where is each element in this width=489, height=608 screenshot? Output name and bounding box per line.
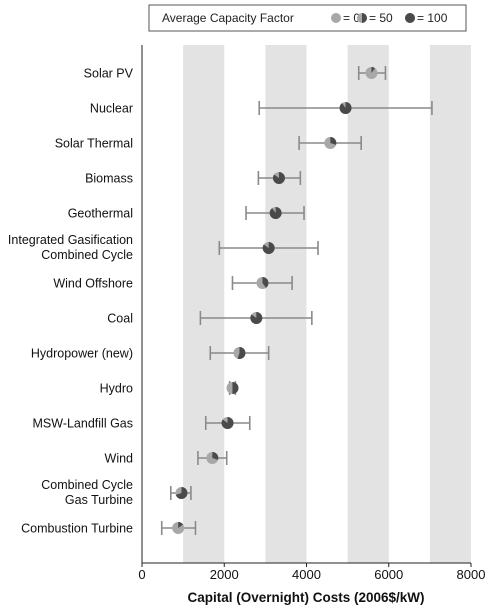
marker-fill xyxy=(330,137,337,145)
data-point xyxy=(226,382,239,394)
data-point xyxy=(262,242,275,254)
marker-fill xyxy=(262,277,269,288)
marker-fill xyxy=(237,346,246,360)
legend-marker xyxy=(405,13,415,23)
x-axis-ticks: 0 2000 4000 6000 8000 xyxy=(138,563,485,582)
category-label: Hydro xyxy=(100,382,133,396)
data-point xyxy=(206,452,219,464)
grid-bands xyxy=(183,45,471,563)
category-label: Combined Cycle Gas Turbine xyxy=(41,478,133,507)
x-axis-title: Capital (Overnight) Costs (2006$/kW) xyxy=(187,590,424,605)
legend-marker xyxy=(357,13,367,23)
legend-entry-label: = 100 xyxy=(417,11,448,25)
grid-band xyxy=(429,45,471,563)
category-label-line: Gas Turbine xyxy=(65,493,133,507)
category-label-line: Integrated Gasification xyxy=(8,233,133,247)
legend-title: Average Capacity Factor xyxy=(162,11,294,25)
data-point xyxy=(269,207,282,219)
category-labels: Solar PV Nuclear Solar Thermal Biomass Geoth… xyxy=(8,67,134,536)
data-point xyxy=(272,172,285,184)
category-label: Hydropower (new) xyxy=(31,347,133,361)
data-point xyxy=(256,277,269,289)
category-label: Integrated Gasification Combined Cycle xyxy=(8,233,133,262)
category-label-line: Combined Cycle xyxy=(41,478,133,492)
data-point xyxy=(324,137,337,149)
marker-fill xyxy=(405,13,415,23)
data-point xyxy=(233,346,246,360)
marker-fill xyxy=(262,242,275,254)
x-tick-label: 8000 xyxy=(457,567,486,582)
category-label: Combustion Turbine xyxy=(21,522,133,536)
data-points xyxy=(172,67,378,534)
category-label: Wind xyxy=(105,452,134,466)
data-point xyxy=(221,417,234,429)
data-point xyxy=(250,312,263,324)
marker-fill xyxy=(362,13,367,23)
marker-fill xyxy=(175,487,188,500)
category-label: MSW-Landfill Gas xyxy=(33,417,134,431)
category-label: Coal xyxy=(107,312,133,326)
category-label-line: Combined Cycle xyxy=(41,248,133,262)
x-tick-label: 2000 xyxy=(210,567,239,582)
grid-band xyxy=(265,45,307,563)
marker-fill xyxy=(269,207,282,219)
category-label: Biomass xyxy=(85,172,133,186)
data-point xyxy=(172,522,185,534)
marker-fill xyxy=(250,312,263,324)
marker-base xyxy=(331,13,341,23)
legend-entry-label: = 50 xyxy=(369,11,393,25)
category-label: Solar Thermal xyxy=(55,137,133,151)
category-label: Geothermal xyxy=(68,207,133,221)
legend-entry-label: = 0 xyxy=(343,11,360,25)
marker-fill xyxy=(232,382,239,394)
marker-fill xyxy=(221,417,234,429)
marker-fill xyxy=(178,522,184,528)
category-label: Wind Offshore xyxy=(53,277,133,291)
x-tick-label: 0 xyxy=(138,567,145,582)
data-point xyxy=(339,102,352,115)
grid-band xyxy=(183,45,225,563)
legend-marker xyxy=(331,13,341,23)
marker-fill xyxy=(339,102,352,115)
grid-band xyxy=(347,45,389,563)
data-point xyxy=(365,67,378,79)
marker-fill xyxy=(371,67,376,73)
data-point xyxy=(175,487,188,500)
x-tick-label: 6000 xyxy=(374,567,403,582)
category-label: Nuclear xyxy=(90,102,133,116)
marker-fill xyxy=(272,172,285,184)
marker-fill xyxy=(212,452,219,460)
x-tick-label: 4000 xyxy=(292,567,321,582)
legend: Average Capacity Factor = 0 = 50 = 100 xyxy=(148,4,467,32)
category-label: Solar PV xyxy=(84,67,134,81)
